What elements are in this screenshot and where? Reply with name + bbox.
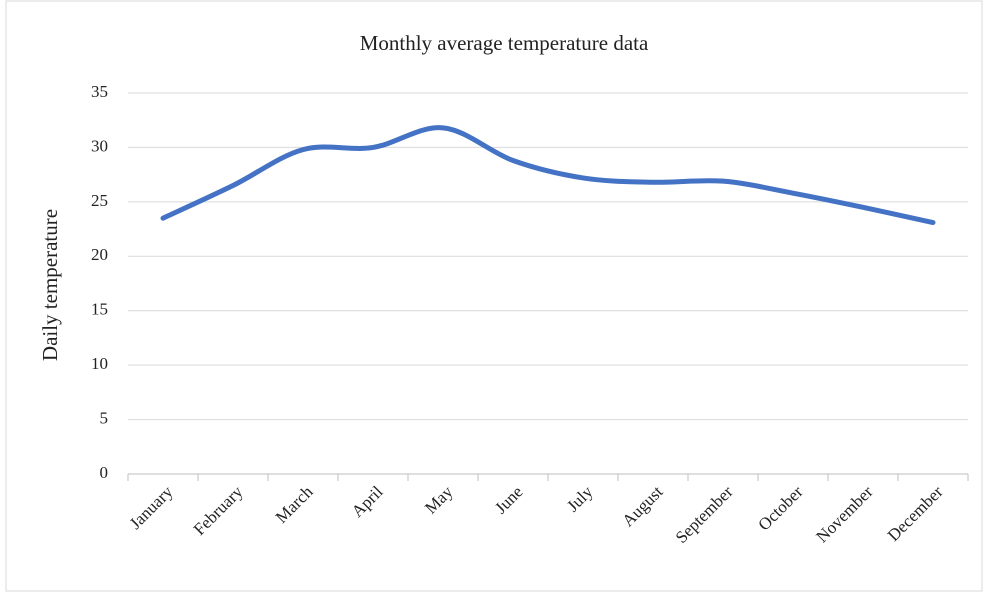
chart-title: Monthly average temperature data [360, 31, 649, 55]
y-axis-label: Daily temperature [38, 209, 62, 361]
y-tick-label: 25 [91, 191, 108, 210]
y-tick-label: 20 [91, 245, 108, 264]
chart-border [5, 0, 983, 592]
line-series [160, 125, 936, 226]
y-tick-label: 0 [100, 463, 109, 482]
y-tick-label: 30 [91, 136, 108, 155]
y-tick-label: 15 [91, 300, 108, 319]
y-tick-label: 35 [91, 82, 108, 101]
y-tick-label: 10 [91, 354, 108, 373]
y-tick-label: 5 [100, 408, 109, 427]
